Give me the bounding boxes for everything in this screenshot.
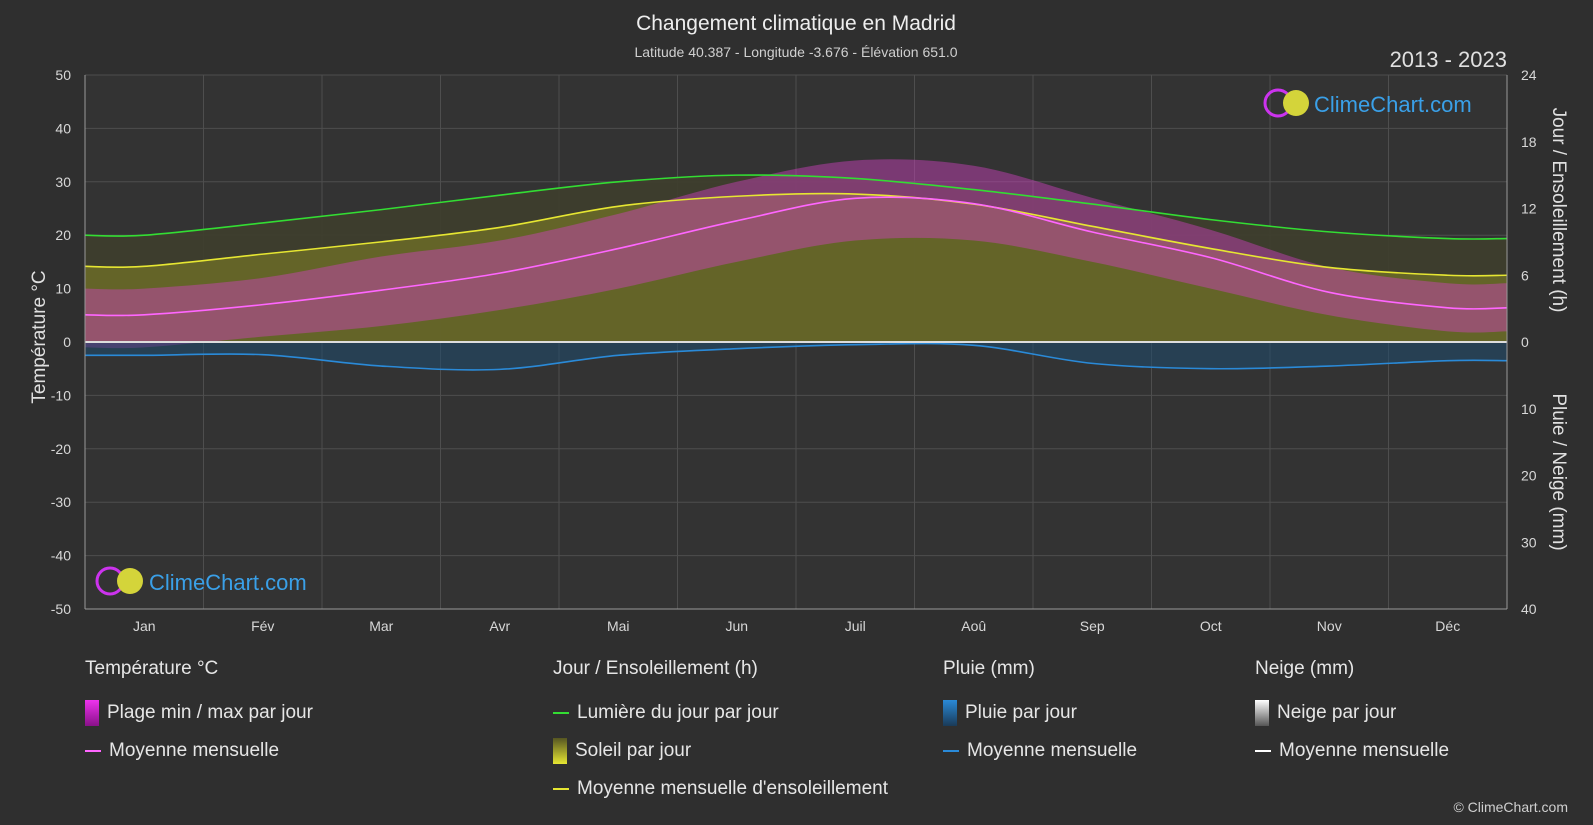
rain-mean-line — [84, 342, 1508, 371]
chart-subtitle: Latitude 40.387 - Longitude -3.676 - Élé… — [634, 44, 957, 60]
areas — [85, 159, 1507, 370]
daylight-swatch — [553, 712, 569, 714]
legend-item: Moyenne mensuelle — [85, 732, 313, 770]
y-left-tick-label: 30 — [55, 174, 71, 190]
legend-item: Pluie par jour — [943, 694, 1137, 732]
y-right-tick-label: 18 — [1521, 134, 1537, 150]
y-right-tick-label: 40 — [1521, 601, 1537, 617]
y-left-tick-label: 10 — [55, 281, 71, 297]
y-left-tick-label: 50 — [55, 67, 71, 83]
x-tick-label: Juil — [845, 618, 866, 634]
snow-swatch — [1255, 700, 1269, 726]
sunshine-mean-swatch — [553, 788, 569, 790]
axes: 50 40 30 20 10 0 -10 -20 -30 -40 -50 24 18 12 6 0 10 20 30… — [51, 67, 1537, 634]
y-left-tick-label: 20 — [55, 227, 71, 243]
y-right-tick-label: 6 — [1521, 267, 1529, 283]
y-left-tick-label: -40 — [51, 548, 71, 564]
legend-item: Soleil par jour — [553, 732, 888, 770]
legend-label: Soleil par jour — [575, 740, 692, 761]
x-tick-label: Nov — [1317, 618, 1342, 634]
y-right-tick-label: 10 — [1521, 401, 1537, 417]
legend-item: Plage min / max par jour — [85, 694, 313, 732]
legend-sun-header: Jour / Ensoleillement (h) — [553, 658, 758, 679]
y-right-tick-label: 30 — [1521, 534, 1537, 550]
copyright: © ClimeChart.com — [1453, 799, 1568, 815]
x-tick-label: Avr — [489, 618, 510, 634]
legend-label: Moyenne mensuelle — [1279, 740, 1450, 761]
y-left-tick-label: -10 — [51, 387, 71, 403]
chart-title: Changement climatique en Madrid — [636, 12, 956, 35]
chart-period: 2013 - 2023 — [1390, 47, 1507, 72]
legend-rain: Pluie (mm) Pluie par jour Moyenne mensue… — [943, 658, 1137, 770]
legend-temp-header: Température °C — [85, 658, 219, 679]
legend-rain-header: Pluie (mm) — [943, 658, 1035, 679]
climate-chart: Changement climatique en Madrid Latitude… — [29, 12, 1569, 634]
legend-temp: Température °C Plage min / max par jour … — [85, 658, 313, 770]
snow-mean-swatch — [1255, 750, 1271, 752]
y-left-tick-label: 40 — [55, 120, 71, 136]
legend-label: Moyenne mensuelle — [967, 740, 1138, 761]
y-left-tick-label: 0 — [63, 334, 71, 350]
y-right-top-label: Jour / Ensoleillement (h) — [1548, 108, 1569, 313]
brand-top: ClimeChart.com — [1314, 92, 1472, 117]
legend-snow: Neige (mm) Neige par jour Moyenne mensue… — [1255, 658, 1449, 770]
legend-label: Plage min / max par jour — [107, 702, 313, 723]
x-tick-label: Sep — [1080, 618, 1105, 634]
x-tick-label: Jun — [725, 618, 748, 634]
x-tick-label: Jan — [133, 618, 156, 634]
legend-label: Pluie par jour — [965, 702, 1077, 723]
brand-logo-bottom: ClimeChart.com — [95, 566, 307, 596]
daylight-line — [84, 174, 1508, 240]
x-tick-label: Oct — [1200, 618, 1222, 634]
legend-item: Lumière du jour par jour — [553, 694, 888, 732]
legend-item: Neige par jour — [1255, 694, 1449, 732]
brand-logo-top: ClimeChart.com — [1263, 88, 1472, 118]
brand-bottom: ClimeChart.com — [149, 570, 307, 595]
y-left-tick-label: -20 — [51, 441, 71, 457]
legend-item: Moyenne mensuelle — [1255, 732, 1449, 770]
rain-mean-swatch — [943, 750, 959, 752]
logo-sun-icon — [117, 568, 143, 594]
legend-label: Lumière du jour par jour — [577, 702, 779, 723]
legend-label: Moyenne mensuelle d'ensoleillement — [577, 778, 888, 799]
x-tick-label: Mar — [369, 618, 393, 634]
series-lines — [84, 174, 1508, 371]
temp-range-swatch — [85, 700, 99, 726]
x-tick-label: Fév — [251, 618, 274, 634]
legend-item: Moyenne mensuelle — [943, 732, 1137, 770]
sunshine-mean-line — [84, 192, 1508, 277]
legend-label: Neige par jour — [1277, 702, 1397, 723]
legend-snow-header: Neige (mm) — [1255, 658, 1355, 679]
rain-area — [85, 342, 1507, 370]
logo-sun-icon — [1283, 90, 1309, 116]
temp-mean-swatch — [85, 750, 101, 752]
y-right-tick-label: 20 — [1521, 468, 1537, 484]
temp-mean-line — [84, 196, 1508, 317]
legend-label: Moyenne mensuelle — [109, 740, 280, 761]
y-right-tick-label: 24 — [1521, 67, 1537, 83]
x-tick-label: Mai — [607, 618, 630, 634]
y-left-label: Température °C — [29, 270, 50, 403]
y-left-tick-label: -50 — [51, 601, 71, 617]
rain-swatch — [943, 700, 957, 726]
x-tick-label: Aoû — [961, 618, 986, 634]
sunshine-swatch — [553, 738, 567, 764]
y-left-tick-label: -30 — [51, 494, 71, 510]
y-right-tick-label: 0 — [1521, 334, 1529, 350]
legend-sun: Jour / Ensoleillement (h) Lumière du jou… — [553, 658, 888, 808]
legend-item: Moyenne mensuelle d'ensoleillement — [553, 770, 888, 808]
y-right-tick-label: 12 — [1521, 201, 1537, 217]
y-right-bottom-label: Pluie / Neige (mm) — [1548, 393, 1569, 550]
sunshine-area — [85, 193, 1507, 342]
temp-range-area — [85, 159, 1507, 349]
x-tick-label: Déc — [1435, 618, 1460, 634]
